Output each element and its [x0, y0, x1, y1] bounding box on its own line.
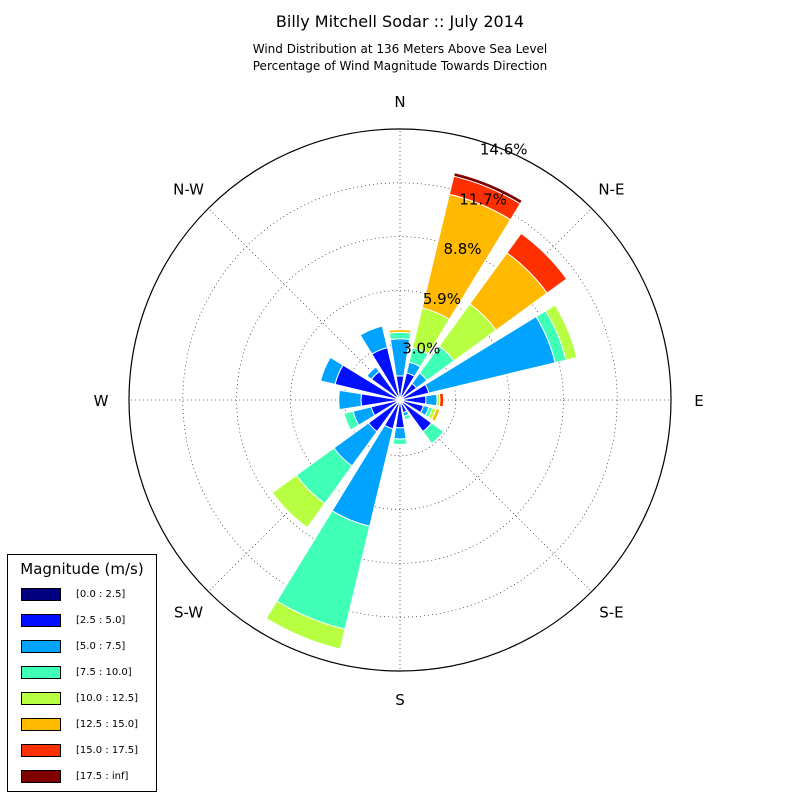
chart-title: Billy Mitchell Sodar :: July 2014 — [275, 12, 525, 31]
legend-label: [0.0 : 2.5] — [76, 589, 126, 600]
grid-circle — [182, 182, 618, 618]
legend-label: [7.5 : 10.0] — [76, 667, 132, 678]
bar-NNW-bin2 — [359, 325, 389, 355]
radial-tick-label: 3.0% — [402, 340, 440, 358]
legend-label: [10.0 : 12.5] — [76, 693, 139, 704]
legend: Magnitude (m/s) [0.0 : 2.5] [2.5 : 5.0] [5… — [7, 554, 157, 792]
legend-swatch — [21, 770, 61, 783]
polar-labels: N N-E E S-E S S-W W N-W 3.0% 5.9% 8.8% 11.7% 14.6% — [94, 93, 704, 709]
legend-item: [0.0 : 2.5] — [21, 586, 151, 604]
legend-label: [15.0 : 17.5] — [76, 745, 139, 756]
direction-label-S-W: S-W — [174, 603, 203, 621]
polar-grid — [128, 128, 672, 672]
legend-title: Magnitude (m/s) — [20, 560, 144, 578]
legend-swatch — [21, 666, 61, 679]
bar-W-bin2 — [338, 389, 363, 411]
chart-subtitle-line2: Percentage of Wind Magnitude Towards Dir… — [252, 59, 548, 73]
legend-item: [15.0 : 17.5] — [21, 742, 151, 760]
direction-label-N: N — [394, 93, 405, 111]
bar-N-bin5 — [388, 328, 412, 334]
direction-label-S: S — [395, 691, 405, 709]
grid-circle — [344, 344, 456, 456]
bar-ENE-bin4 — [544, 304, 578, 361]
radial-tick-label: 14.6% — [480, 141, 528, 159]
bar-E-bin2 — [425, 393, 438, 407]
legend-label: [17.5 : inf] — [76, 771, 129, 782]
legend-item: [5.0 : 7.5] — [21, 638, 151, 656]
legend-swatch — [21, 718, 61, 731]
radial-tick-label: 5.9% — [423, 290, 461, 308]
direction-label-W: W — [94, 392, 109, 410]
bar-NW-bin2 — [366, 366, 380, 380]
grid-circle — [290, 290, 510, 510]
bar-SE-bin3 — [422, 422, 445, 445]
legend-label: [2.5 : 5.0] — [76, 615, 126, 626]
bar-N-bin3 — [388, 331, 412, 341]
legend-item: [7.5 : 10.0] — [21, 664, 151, 682]
legend-swatch — [21, 588, 61, 601]
grid-circle — [236, 236, 564, 564]
legend-label: [5.0 : 7.5] — [76, 641, 126, 652]
legend-item: [2.5 : 5.0] — [21, 612, 151, 630]
bar-NE-bin6 — [506, 232, 568, 294]
bar-S-bin2 — [393, 426, 407, 440]
legend-swatch — [21, 614, 61, 627]
bar-ESE-bin5 — [430, 408, 441, 423]
bar-SW-bin4 — [271, 474, 326, 529]
bar-S-bin3 — [392, 437, 408, 446]
bar-WSW-bin3 — [343, 410, 360, 431]
legend-swatch — [21, 640, 61, 653]
direction-label-N-E: N-E — [598, 181, 624, 199]
direction-label-N-W: N-W — [173, 181, 204, 199]
legend-item: [17.5 : inf] — [21, 768, 151, 786]
direction-label-E: E — [694, 392, 703, 410]
legend-label: [12.5 : 15.0] — [76, 719, 139, 730]
bar-E-bin6 — [438, 392, 445, 408]
bar-SSE-bin3 — [403, 413, 412, 421]
legend-item: [12.5 : 15.0] — [21, 716, 151, 734]
wind-rose-bars — [265, 171, 578, 650]
bar-NNE-bin7 — [453, 171, 523, 205]
legend-swatch — [21, 692, 61, 705]
legend-item: [10.0 : 12.5] — [21, 690, 151, 708]
radial-tick-label: 8.8% — [443, 240, 481, 258]
outer-circle — [128, 128, 672, 672]
bar-SSW-bin4 — [265, 600, 346, 650]
legend-swatch — [21, 744, 61, 757]
chart-subtitle-line1: Wind Distribution at 136 Meters Above Se… — [252, 42, 548, 56]
direction-label-S-E: S-E — [599, 603, 623, 621]
radial-tick-label: 11.7% — [459, 190, 507, 208]
bar-WNW-bin2 — [319, 356, 344, 386]
